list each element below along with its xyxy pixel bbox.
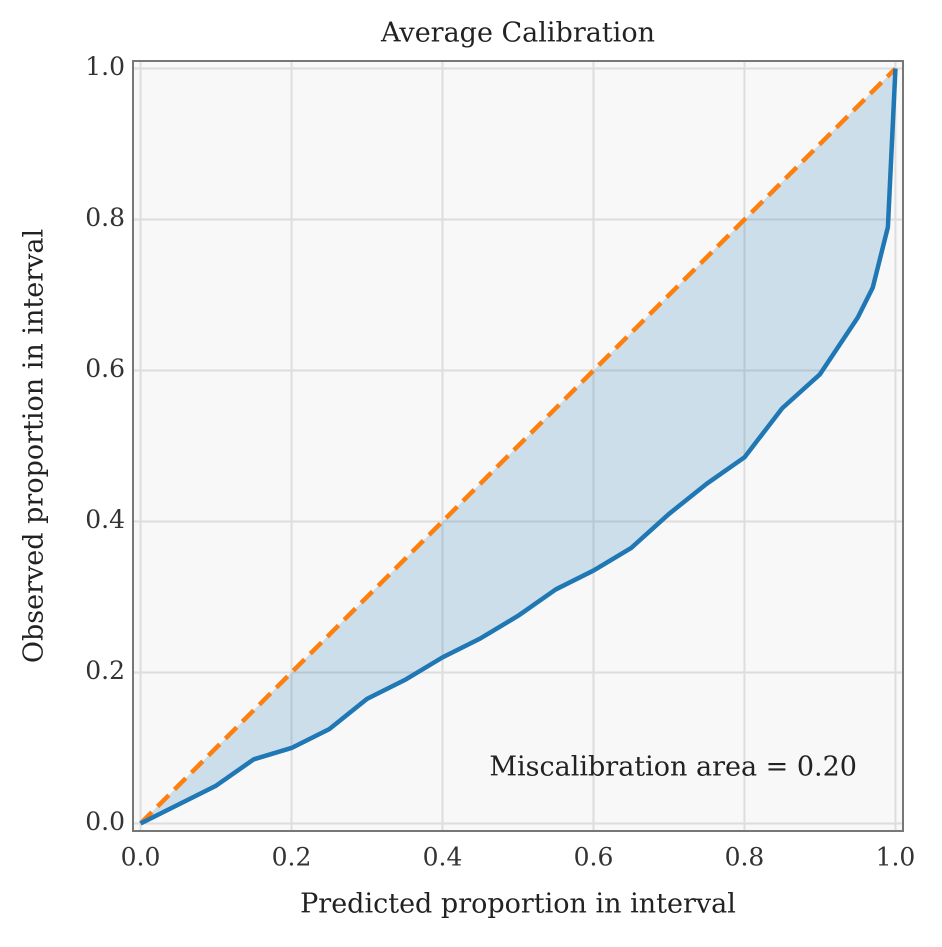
y-axis-label: Observed proportion in interval — [19, 229, 50, 663]
y-tick-label: 0.8 — [85, 203, 125, 232]
x-tick-label: 0.2 — [272, 843, 312, 872]
x-tick-label: 0.4 — [423, 843, 463, 872]
chart-title: Average Calibration — [380, 18, 655, 49]
y-tick-label: 1.0 — [85, 52, 125, 81]
x-axis-label: Predicted proportion in interval — [300, 889, 736, 920]
y-tick-label: 0.4 — [85, 505, 125, 534]
y-tick-label: 0.2 — [85, 656, 125, 685]
annotation: Miscalibration area = 0.20 — [489, 752, 857, 783]
x-tick-label: 1.0 — [876, 843, 916, 872]
y-tick-label: 0.0 — [85, 807, 125, 836]
line — [139, 68, 898, 826]
y-tick-label: 0.6 — [85, 354, 125, 383]
x-tick-label: 0.0 — [121, 843, 161, 872]
plot-frame — [132, 60, 904, 832]
x-tick-label: 0.8 — [725, 843, 765, 872]
x-tick-label: 0.6 — [574, 843, 614, 872]
line — [138, 66, 898, 826]
